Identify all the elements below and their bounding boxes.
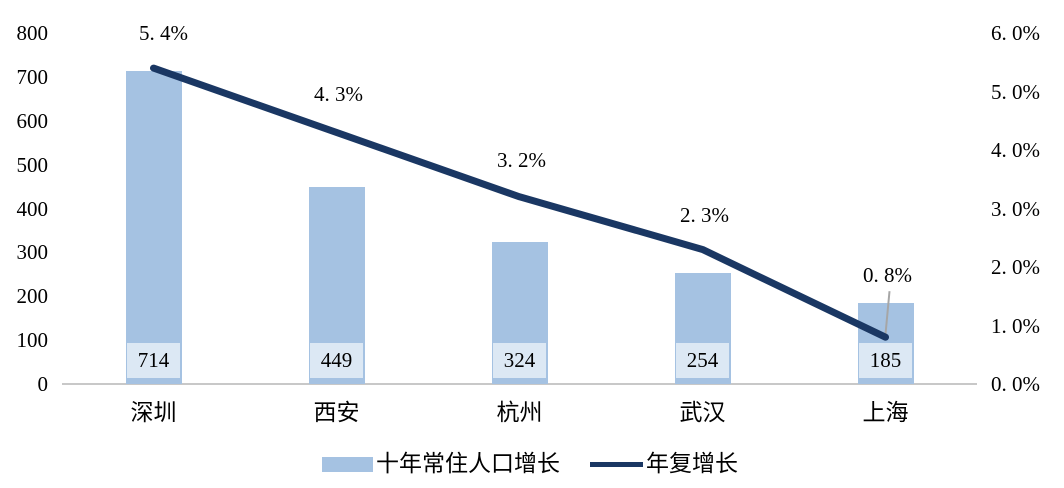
y-axis-left-tick: 600 bbox=[16, 108, 49, 133]
y-axis-right-tick: 0. 0% bbox=[991, 372, 1040, 396]
bar-value-label: 254 bbox=[676, 343, 729, 378]
y-axis-right-tick: 5. 0% bbox=[991, 79, 1040, 104]
legend-label-line-series: 年复增长 bbox=[646, 451, 738, 476]
y-axis-left-tick: 0 bbox=[37, 372, 49, 396]
line-point-label: 2. 3% bbox=[680, 203, 729, 228]
y-axis-right-tick: 2. 0% bbox=[991, 255, 1040, 279]
category-label: 深圳 bbox=[130, 400, 177, 425]
bar-value-label: 324 bbox=[493, 343, 546, 378]
y-axis-left-tick: 300 bbox=[16, 240, 49, 265]
y-axis-right-tick: 6. 0% bbox=[991, 21, 1040, 45]
x-axis-line bbox=[62, 383, 977, 385]
line-series-swatch-icon bbox=[590, 461, 643, 467]
category-label: 上海 bbox=[862, 400, 909, 425]
y-axis-left-tick: 100 bbox=[16, 328, 49, 353]
bar-value-label: 449 bbox=[310, 343, 363, 378]
y-axis-left-tick: 700 bbox=[16, 64, 49, 89]
legend-item-bar-series: 十年常住人口增长 bbox=[322, 452, 560, 476]
bar bbox=[125, 70, 182, 384]
y-axis-left-tick: 400 bbox=[16, 196, 49, 221]
y-axis-left-tick: 500 bbox=[16, 152, 49, 177]
category-label: 西安 bbox=[313, 400, 360, 425]
y-axis-left-tick: 200 bbox=[16, 284, 49, 309]
legend-item-line-series: 年复增长 bbox=[590, 452, 738, 476]
category-label: 武汉 bbox=[679, 400, 726, 425]
bar-value-label: 185 bbox=[859, 343, 912, 378]
y-axis-right-tick: 1. 0% bbox=[991, 313, 1040, 338]
line-point-label: 4. 3% bbox=[314, 82, 363, 107]
y-axis-right-tick: 4. 0% bbox=[991, 138, 1040, 162]
legend-label-bar-series: 十年常住人口增长 bbox=[376, 451, 560, 476]
y-axis-right-tick: 3. 0% bbox=[991, 196, 1040, 221]
bar-value-label: 714 bbox=[127, 343, 180, 378]
line-point-label: 3. 2% bbox=[497, 147, 546, 172]
bar-series-swatch-icon bbox=[322, 456, 373, 472]
y-axis-left-tick: 800 bbox=[16, 21, 49, 45]
line-point-label: 5. 4% bbox=[139, 21, 188, 46]
line-point-label: 0. 8% bbox=[863, 263, 912, 288]
category-label: 杭州 bbox=[496, 400, 543, 425]
